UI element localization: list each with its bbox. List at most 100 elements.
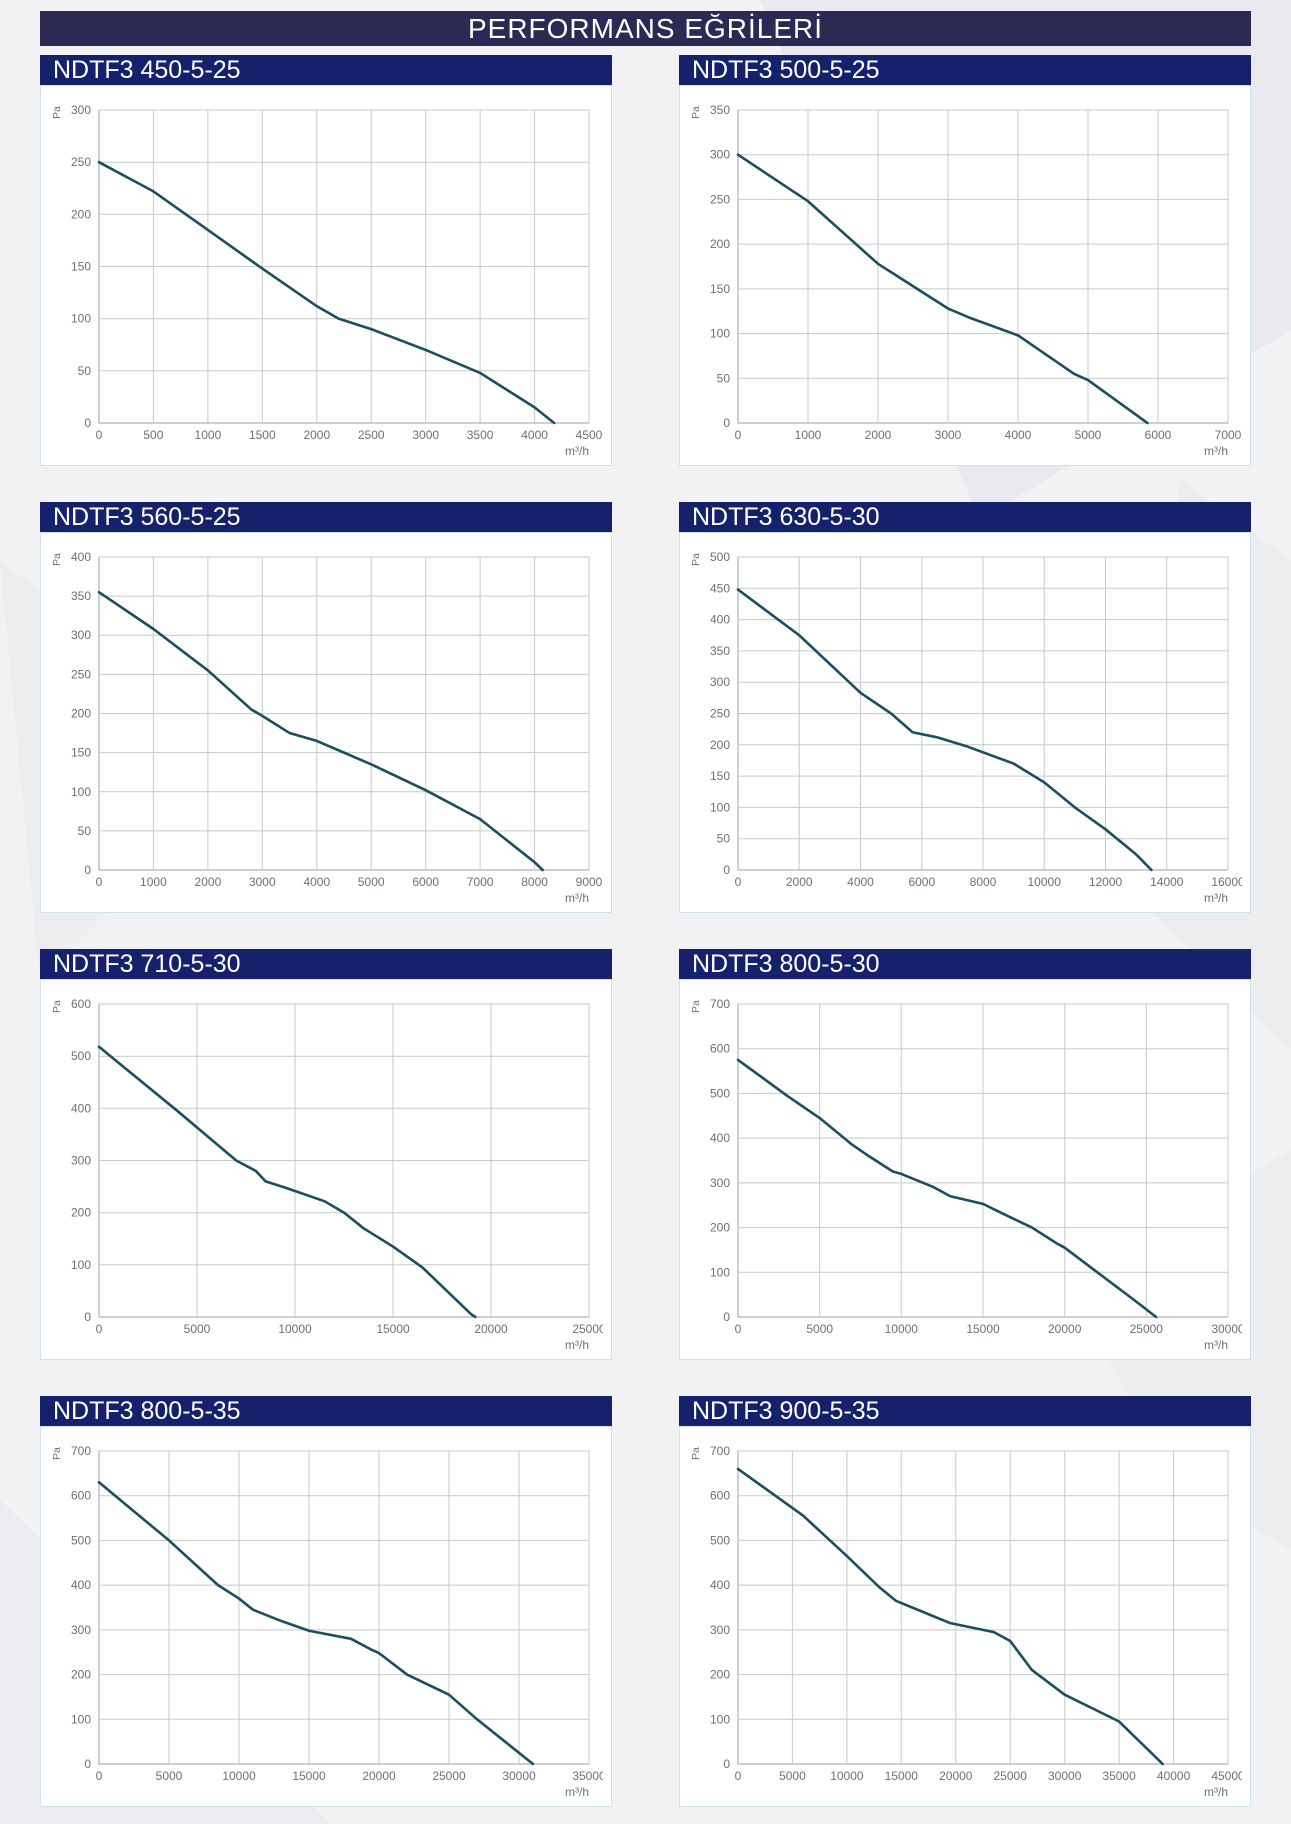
svg-text:400: 400 <box>710 1579 730 1593</box>
svg-text:0: 0 <box>723 1310 730 1324</box>
svg-text:700: 700 <box>71 1444 91 1458</box>
svg-text:15000: 15000 <box>885 1769 919 1783</box>
svg-text:20000: 20000 <box>1048 1322 1082 1336</box>
svg-text:50: 50 <box>78 824 92 838</box>
svg-text:50: 50 <box>78 364 92 378</box>
svg-text:0: 0 <box>84 416 91 430</box>
svg-text:7000: 7000 <box>467 875 494 889</box>
svg-text:5000: 5000 <box>184 1322 211 1336</box>
svg-text:100: 100 <box>71 1258 91 1272</box>
svg-text:10000: 10000 <box>830 1769 864 1783</box>
svg-text:200: 200 <box>710 738 730 752</box>
svg-text:200: 200 <box>71 707 91 721</box>
svg-text:30000: 30000 <box>1211 1322 1242 1336</box>
svg-text:400: 400 <box>71 550 91 564</box>
svg-text:50: 50 <box>717 832 731 846</box>
svg-text:100: 100 <box>710 1266 730 1280</box>
svg-text:400: 400 <box>71 1579 91 1593</box>
svg-text:20000: 20000 <box>474 1322 508 1336</box>
svg-text:m³/h: m³/h <box>565 444 589 457</box>
svg-text:2000: 2000 <box>303 428 330 442</box>
svg-text:500: 500 <box>71 1534 91 1548</box>
svg-text:200: 200 <box>710 1221 730 1235</box>
svg-text:200: 200 <box>71 1206 91 1220</box>
svg-text:250: 250 <box>71 668 91 682</box>
svg-text:25000: 25000 <box>432 1769 466 1783</box>
svg-text:2000: 2000 <box>865 428 892 442</box>
svg-text:45000: 45000 <box>1211 1769 1242 1783</box>
svg-text:200: 200 <box>71 208 91 222</box>
svg-text:300: 300 <box>71 1154 91 1168</box>
svg-text:0: 0 <box>84 863 91 877</box>
svg-text:6000: 6000 <box>908 875 935 889</box>
svg-text:4500: 4500 <box>576 428 603 442</box>
svg-text:300: 300 <box>710 148 730 162</box>
svg-text:500: 500 <box>143 428 163 442</box>
svg-text:5000: 5000 <box>156 1769 183 1783</box>
svg-text:150: 150 <box>71 260 91 274</box>
svg-text:500: 500 <box>71 1050 91 1064</box>
svg-text:700: 700 <box>710 997 730 1011</box>
svg-text:400: 400 <box>710 613 730 627</box>
svg-text:7000: 7000 <box>1215 428 1242 442</box>
svg-text:35000: 35000 <box>572 1769 603 1783</box>
svg-text:4000: 4000 <box>521 428 548 442</box>
svg-text:20000: 20000 <box>939 1769 973 1783</box>
svg-text:100: 100 <box>710 801 730 815</box>
svg-text:3000: 3000 <box>249 875 276 889</box>
svg-text:0: 0 <box>96 875 103 889</box>
svg-text:15000: 15000 <box>292 1769 326 1783</box>
svg-text:16000: 16000 <box>1211 875 1242 889</box>
svg-text:400: 400 <box>710 1132 730 1146</box>
svg-text:10000: 10000 <box>885 1322 919 1336</box>
svg-text:1000: 1000 <box>195 428 222 442</box>
svg-text:0: 0 <box>735 1769 742 1783</box>
svg-text:1500: 1500 <box>249 428 276 442</box>
svg-text:20000: 20000 <box>362 1769 396 1783</box>
svg-text:3000: 3000 <box>412 428 439 442</box>
svg-text:100: 100 <box>71 785 91 799</box>
svg-text:6000: 6000 <box>1145 428 1172 442</box>
svg-text:350: 350 <box>710 644 730 658</box>
svg-text:5000: 5000 <box>1075 428 1102 442</box>
svg-text:2000: 2000 <box>195 875 222 889</box>
svg-text:100: 100 <box>71 1713 91 1727</box>
svg-text:300: 300 <box>71 103 91 117</box>
svg-text:200: 200 <box>71 1668 91 1682</box>
svg-text:8000: 8000 <box>970 875 997 889</box>
svg-text:3500: 3500 <box>467 428 494 442</box>
svg-text:250: 250 <box>71 156 91 170</box>
svg-text:350: 350 <box>710 103 730 117</box>
svg-text:0: 0 <box>723 416 730 430</box>
svg-text:0: 0 <box>735 875 742 889</box>
svg-text:m³/h: m³/h <box>565 1785 589 1798</box>
svg-text:0: 0 <box>96 1322 103 1336</box>
svg-text:1000: 1000 <box>140 875 167 889</box>
svg-text:500: 500 <box>710 1534 730 1548</box>
svg-text:10000: 10000 <box>1028 875 1062 889</box>
svg-text:150: 150 <box>710 282 730 296</box>
svg-text:350: 350 <box>71 590 91 604</box>
svg-text:0: 0 <box>735 1322 742 1336</box>
svg-text:0: 0 <box>723 863 730 877</box>
svg-text:600: 600 <box>710 1489 730 1503</box>
svg-text:400: 400 <box>71 1102 91 1116</box>
svg-text:12000: 12000 <box>1089 875 1123 889</box>
svg-text:35000: 35000 <box>1102 1769 1136 1783</box>
svg-text:4000: 4000 <box>847 875 874 889</box>
svg-text:m³/h: m³/h <box>1204 1338 1228 1351</box>
svg-text:3000: 3000 <box>935 428 962 442</box>
svg-text:Pa: Pa <box>690 1447 702 1460</box>
svg-text:Pa: Pa <box>51 1000 63 1013</box>
svg-text:Pa: Pa <box>51 106 63 119</box>
svg-text:Pa: Pa <box>51 553 63 566</box>
svg-text:4000: 4000 <box>303 875 330 889</box>
svg-text:25000: 25000 <box>994 1769 1028 1783</box>
svg-text:500: 500 <box>710 550 730 564</box>
svg-text:100: 100 <box>710 1713 730 1727</box>
svg-text:Pa: Pa <box>690 1000 702 1013</box>
svg-text:0: 0 <box>723 1757 730 1771</box>
svg-text:100: 100 <box>71 312 91 326</box>
svg-text:300: 300 <box>71 629 91 643</box>
svg-text:300: 300 <box>71 1623 91 1637</box>
